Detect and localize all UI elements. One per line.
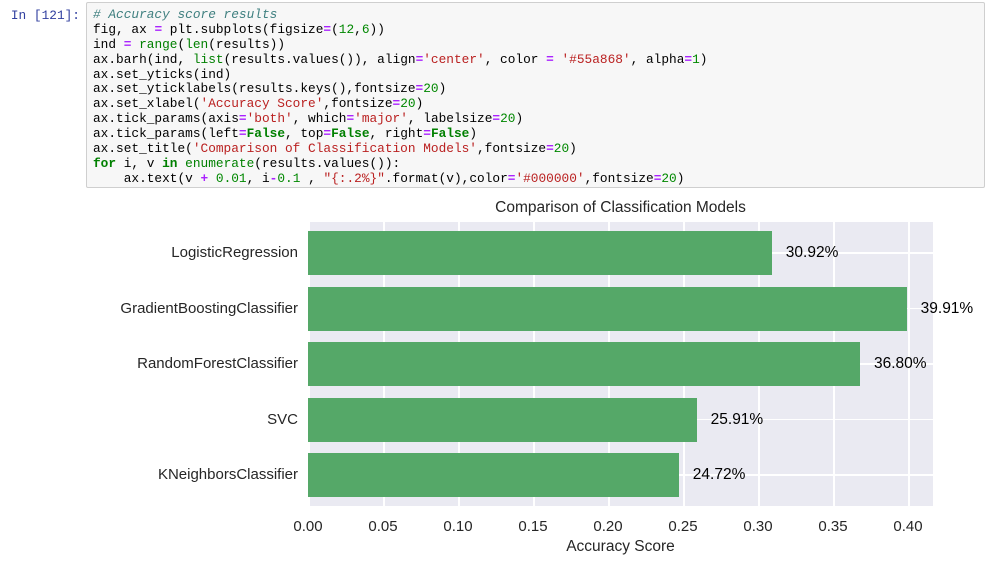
bar-value-label: 30.92% [785,244,839,261]
code-line: # Accuracy score results [93,7,278,22]
code-line: ax.set_xlabel('Accuracy Score',fontsize=… [93,96,424,112]
cell-input-prompt: In [121]: [10,8,80,23]
bar-RandomForestClassifier [308,342,860,386]
bar-LogisticRegression [308,231,772,275]
ytick-label: KNeighborsClassifier [157,466,298,483]
xtick-label: 0.40 [893,518,923,535]
code-line: for i, v in enumerate(results.values()): [93,155,401,171]
bar-value-label: 25.91% [710,410,764,428]
code-line: ind = range(len(results)) [93,36,286,52]
ytick-label: GradientBoostingClassifier [120,299,298,317]
bar-GradientBoostingClassifier [308,286,907,331]
xtick-label: 0.20 [593,518,623,535]
bar-KNeighborsClassifier [308,453,679,497]
xtick-label: 0.25 [668,518,698,535]
xtick-label: 0.00 [293,518,323,535]
code-line: ax.set_yticks(ind) [93,66,232,82]
code-area: # Accuracy score results fig, ax = plt.su… [87,3,984,192]
bar-value-label: 39.91% [920,299,974,317]
code-line: ax.barh(ind, list(results.values()), ali… [93,51,708,67]
xtick-label: 0.30 [743,518,773,535]
bar-SVC [308,397,697,442]
code-cell-editor[interactable]: # Accuracy score results fig, ax = plt.su… [86,2,985,188]
code-line: ax.text(v + 0.01, i-0.1 , "{:.2%}".forma… [93,170,685,186]
code-line: fig, ax = plt.subplots(figsize=(12,6)) [93,21,385,37]
ytick-label: SVC [267,410,298,428]
chart-title: Comparison of Classification Models [495,199,746,216]
xtick-label: 0.15 [518,518,548,535]
code-line: ax.tick_params(left=False, top=False, ri… [93,126,478,142]
chart-plot-area [308,222,933,506]
xtick-label: 0.05 [368,518,398,535]
bar-value-label: 36.80% [874,355,927,372]
x-axis-label: Accuracy Score [566,538,675,555]
ytick-label: LogisticRegression [171,244,298,261]
code-line: ax.set_yticklabels(results.keys(),fontsi… [93,81,447,97]
bar-value-label: 24.72% [692,466,746,483]
ytick-label: RandomForestClassifier [137,355,298,372]
code-line: ax.tick_params(axis='both', which='major… [93,111,524,127]
xtick-label: 0.10 [443,518,473,535]
code-line: ax.set_title('Comparison of Classificati… [93,141,577,157]
xtick-label: 0.35 [818,518,848,535]
